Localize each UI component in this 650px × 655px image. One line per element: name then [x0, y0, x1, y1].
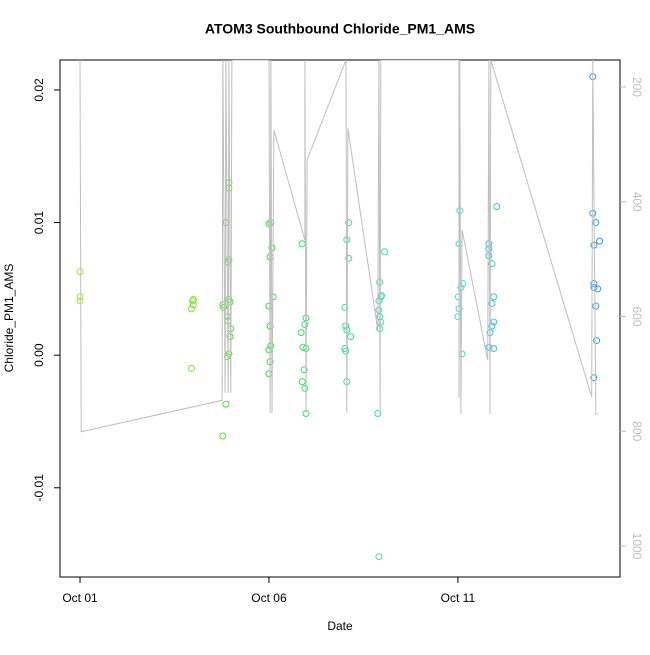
data-point	[301, 321, 309, 329]
data-point	[375, 306, 383, 314]
data-point	[375, 553, 383, 561]
x-axis-label: Date	[327, 619, 353, 633]
data-point	[189, 295, 197, 303]
data-point	[592, 302, 600, 310]
data-point	[596, 237, 604, 245]
chart-title: ATOM3 Southbound Chloride_PM1_AMS	[205, 21, 475, 37]
data-point	[459, 280, 467, 288]
data-point	[345, 219, 353, 227]
data-point	[590, 374, 598, 382]
data-point	[267, 342, 275, 350]
data-point	[342, 322, 350, 330]
data-point	[593, 337, 601, 345]
data-point	[76, 293, 84, 301]
data-point	[300, 366, 308, 374]
y2-tick-label: 800	[630, 421, 644, 441]
data-point	[493, 203, 501, 211]
data-point	[458, 350, 466, 358]
data-point	[374, 410, 382, 418]
data-point	[222, 400, 230, 408]
data-point	[454, 313, 462, 321]
data-point	[488, 322, 496, 330]
pressure-line	[79, 60, 598, 433]
data-point	[341, 303, 349, 311]
y-tick-label: 0.02	[32, 78, 46, 102]
data-point	[189, 301, 197, 309]
data-point	[488, 299, 496, 307]
y-tick-label: -0.01	[32, 474, 46, 502]
y2-tick-label: 400	[630, 192, 644, 212]
data-point	[490, 345, 498, 353]
y2-tick-label: 600	[630, 306, 644, 326]
y-tick-label: 0.01	[32, 211, 46, 235]
data-point	[594, 285, 602, 293]
data-point	[590, 284, 598, 292]
data-point	[265, 370, 273, 378]
data-point	[189, 297, 197, 305]
x-tick-label: Oct 11	[441, 591, 476, 605]
data-point	[381, 248, 389, 256]
data-point	[378, 291, 386, 299]
data-point	[485, 343, 493, 351]
y2-tick-label: 1000	[630, 533, 644, 560]
data-point	[347, 333, 355, 341]
data-point	[485, 240, 493, 248]
x-tick-label: Oct 06	[251, 591, 287, 605]
data-point	[265, 302, 273, 310]
data-point	[490, 293, 498, 301]
data-point	[76, 268, 84, 276]
data-point	[187, 364, 195, 372]
data-point	[485, 252, 493, 260]
data-point	[488, 260, 496, 268]
data-point	[298, 240, 306, 248]
data-point	[590, 280, 598, 288]
data-point	[375, 297, 383, 305]
data-point	[490, 318, 498, 326]
data-point	[345, 254, 353, 262]
plot-frame	[59, 59, 621, 578]
data-point	[298, 378, 306, 386]
data-point	[220, 303, 228, 311]
data-point	[301, 384, 309, 392]
y-axis-label: Chloride_PM1_AMS	[2, 264, 16, 373]
data-point	[342, 347, 350, 355]
data-point	[265, 220, 273, 228]
data-point	[187, 305, 195, 313]
y2-tick-label: 200	[630, 77, 644, 97]
x-tick-label: Oct 01	[62, 591, 98, 605]
data-point	[485, 245, 493, 253]
data-point	[297, 329, 305, 337]
data-point	[219, 432, 227, 440]
data-point	[592, 219, 600, 227]
data-point	[76, 297, 84, 305]
y-tick-label: 0.00	[32, 343, 46, 367]
plot-area	[76, 60, 604, 561]
